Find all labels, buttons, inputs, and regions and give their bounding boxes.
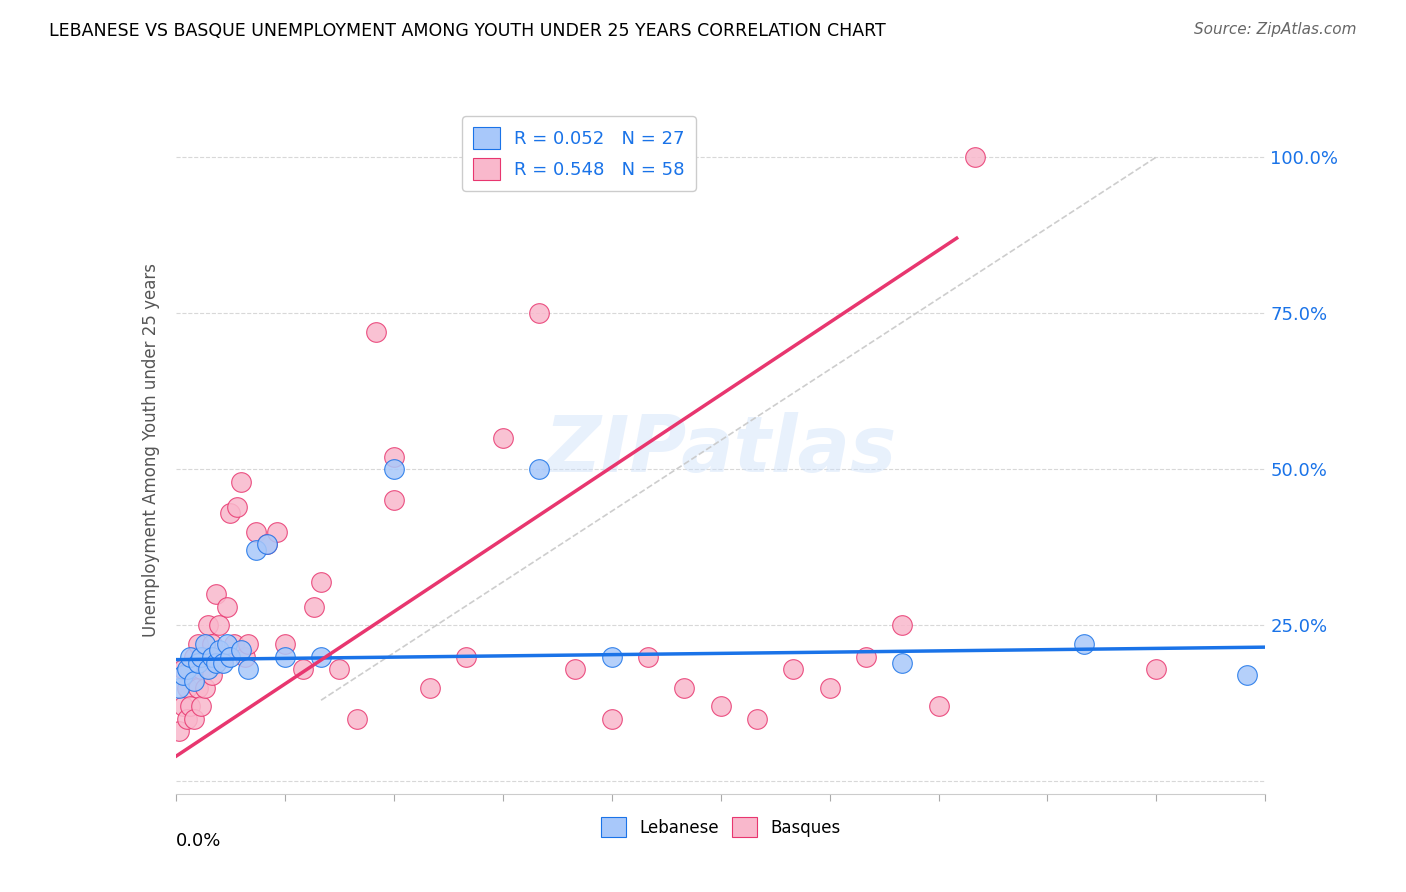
Point bbox=[186, 656, 209, 670]
Point bbox=[201, 668, 224, 682]
Point bbox=[176, 712, 198, 726]
Point bbox=[190, 649, 212, 664]
Point bbox=[204, 656, 226, 670]
Point bbox=[212, 649, 235, 664]
Text: Source: ZipAtlas.com: Source: ZipAtlas.com bbox=[1194, 22, 1357, 37]
Point bbox=[782, 662, 804, 676]
Point bbox=[197, 662, 219, 676]
Point bbox=[212, 656, 235, 670]
Point bbox=[673, 681, 696, 695]
Point bbox=[186, 637, 209, 651]
Point bbox=[600, 649, 623, 664]
Point bbox=[169, 724, 191, 739]
Point bbox=[179, 699, 201, 714]
Point bbox=[291, 662, 314, 676]
Point bbox=[219, 506, 242, 520]
Point bbox=[637, 649, 659, 664]
Point bbox=[309, 574, 332, 589]
Point bbox=[194, 637, 217, 651]
Point bbox=[274, 637, 297, 651]
Point bbox=[176, 681, 198, 695]
Point bbox=[710, 699, 733, 714]
Point bbox=[226, 500, 249, 514]
Point bbox=[197, 649, 219, 664]
Point bbox=[186, 681, 209, 695]
Point bbox=[208, 643, 231, 657]
Point bbox=[382, 493, 405, 508]
Text: 0.0%: 0.0% bbox=[176, 831, 221, 850]
Point bbox=[183, 649, 205, 664]
Point bbox=[201, 637, 224, 651]
Point bbox=[309, 649, 332, 664]
Point bbox=[231, 475, 253, 489]
Point bbox=[197, 618, 219, 632]
Point bbox=[891, 656, 914, 670]
Point bbox=[183, 712, 205, 726]
Point bbox=[172, 662, 194, 676]
Point bbox=[219, 649, 242, 664]
Y-axis label: Unemployment Among Youth under 25 years: Unemployment Among Youth under 25 years bbox=[142, 263, 160, 638]
Point bbox=[190, 662, 212, 676]
Point bbox=[194, 681, 217, 695]
Point bbox=[172, 699, 194, 714]
Point bbox=[169, 681, 191, 695]
Point bbox=[1236, 668, 1258, 682]
Point bbox=[256, 537, 278, 551]
Point bbox=[456, 649, 478, 664]
Point bbox=[745, 712, 768, 726]
Point bbox=[215, 637, 238, 651]
Point bbox=[1146, 662, 1168, 676]
Point bbox=[346, 712, 368, 726]
Point bbox=[328, 662, 350, 676]
Point bbox=[179, 649, 201, 664]
Legend: Lebanese, Basques: Lebanese, Basques bbox=[593, 810, 848, 844]
Point bbox=[233, 649, 256, 664]
Point bbox=[222, 637, 245, 651]
Point bbox=[266, 524, 288, 539]
Point bbox=[364, 325, 387, 339]
Point bbox=[176, 662, 198, 676]
Point bbox=[419, 681, 441, 695]
Point bbox=[208, 618, 231, 632]
Point bbox=[928, 699, 950, 714]
Point bbox=[194, 649, 217, 664]
Point bbox=[492, 431, 515, 445]
Point bbox=[527, 306, 550, 320]
Point bbox=[215, 599, 238, 614]
Point bbox=[245, 543, 267, 558]
Point bbox=[245, 524, 267, 539]
Point bbox=[201, 649, 224, 664]
Point bbox=[527, 462, 550, 476]
Point bbox=[179, 662, 201, 676]
Point bbox=[382, 462, 405, 476]
Point bbox=[1073, 637, 1095, 651]
Point bbox=[172, 668, 194, 682]
Point bbox=[238, 637, 260, 651]
Point bbox=[600, 712, 623, 726]
Point bbox=[274, 649, 297, 664]
Point bbox=[183, 674, 205, 689]
Point bbox=[256, 537, 278, 551]
Point bbox=[564, 662, 586, 676]
Point bbox=[190, 699, 212, 714]
Point bbox=[231, 643, 253, 657]
Text: LEBANESE VS BASQUE UNEMPLOYMENT AMONG YOUTH UNDER 25 YEARS CORRELATION CHART: LEBANESE VS BASQUE UNEMPLOYMENT AMONG YO… bbox=[49, 22, 886, 40]
Text: ZIPatlas: ZIPatlas bbox=[544, 412, 897, 489]
Point bbox=[382, 450, 405, 464]
Point bbox=[963, 150, 986, 164]
Point bbox=[238, 662, 260, 676]
Point bbox=[855, 649, 877, 664]
Point bbox=[818, 681, 841, 695]
Point bbox=[302, 599, 325, 614]
Point bbox=[891, 618, 914, 632]
Point bbox=[204, 587, 226, 601]
